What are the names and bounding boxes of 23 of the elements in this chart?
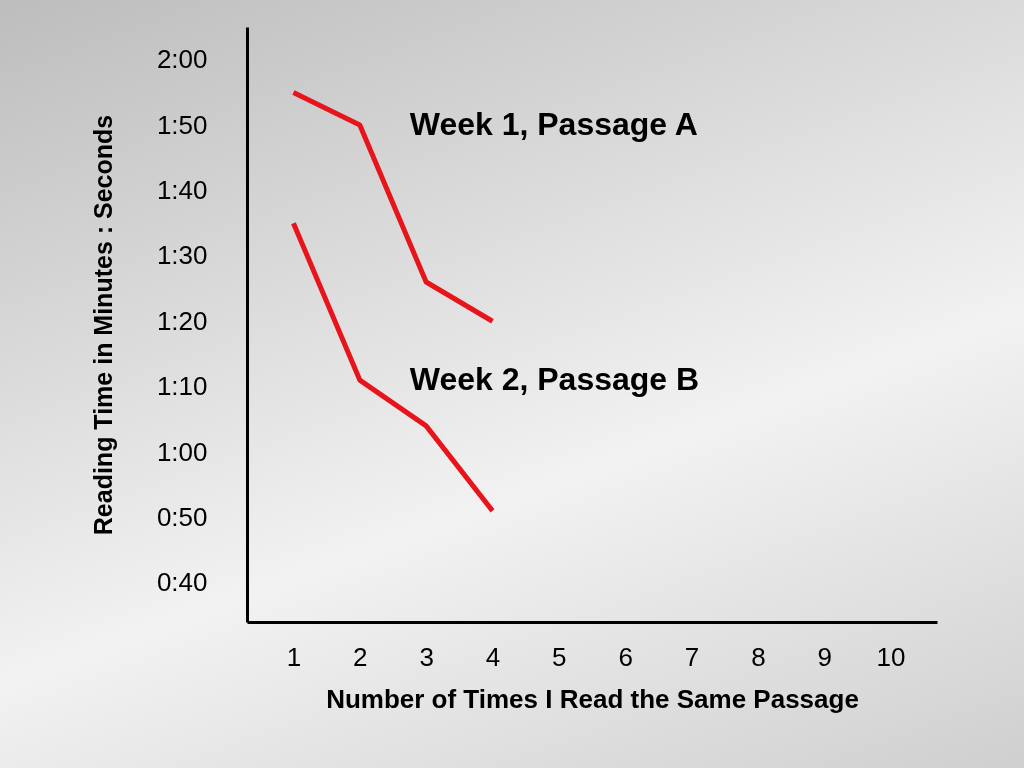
y-axis-title: Reading Time in Minutes : Seconds (88, 114, 117, 536)
y-tick-label: 1:40 (156, 174, 208, 205)
x-tick-label: 8 (751, 641, 766, 672)
x-axis-title: Number of Times I Read the Same Passage (326, 683, 859, 714)
x-tick-label: 6 (618, 641, 633, 672)
x-tick-label: 4 (485, 641, 501, 672)
x-tick-label: 9 (817, 641, 832, 672)
y-tick-label: 1:50 (156, 109, 208, 140)
series-label: Week 1, Passage A (409, 106, 698, 143)
y-tick-label: 1:20 (156, 305, 208, 336)
y-tick-label: 1:00 (156, 436, 208, 467)
x-tick-label: 2 (353, 641, 368, 672)
x-tick-label: 10 (876, 641, 906, 672)
y-tick-label: 1:10 (156, 371, 208, 402)
series-label: Week 2, Passage B (409, 361, 700, 398)
x-tick-label: 1 (286, 641, 302, 672)
x-tick-label: 5 (552, 641, 567, 672)
x-tick-label: 3 (419, 641, 434, 672)
y-tick-label: 0:40 (156, 567, 208, 598)
y-tick-label: 0:50 (156, 501, 208, 532)
x-tick-label: 7 (684, 641, 700, 672)
y-tick-label: 2:00 (156, 44, 208, 75)
y-tick-label: 1:30 (156, 240, 208, 271)
